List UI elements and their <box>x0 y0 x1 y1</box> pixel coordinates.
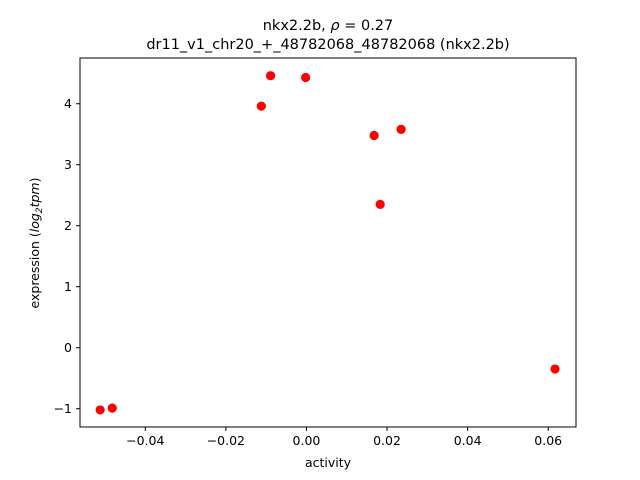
chart-title-line1: nkx2.2b, ρ = 0.27 <box>263 18 394 34</box>
x-tick-label: 0.06 <box>534 433 562 448</box>
y-tick-label: 1 <box>64 279 72 294</box>
y-tick-label: 0 <box>64 340 72 355</box>
x-tick-label: 0.00 <box>293 433 321 448</box>
x-axis-label: activity <box>305 455 352 470</box>
data-point <box>369 130 379 141</box>
x-axis-ticks: −0.04 −0.02 0.00 0.02 0.04 0.06 <box>126 427 562 448</box>
chart-title-line2: dr11_v1_chr20_+_48782068_48782068 (nkx2.… <box>146 37 509 53</box>
data-point <box>396 124 406 134</box>
y-axis-label: expression (log2tpm) <box>27 178 45 309</box>
data-point <box>265 71 276 81</box>
y-tick-label: 2 <box>64 218 72 233</box>
plot-area-frame <box>79 57 577 428</box>
data-point <box>301 72 311 83</box>
data-point <box>256 101 266 111</box>
data-point <box>375 199 385 209</box>
y-tick-label: 3 <box>64 157 72 172</box>
y-axis-ticks: −1 0 1 2 3 4 <box>54 96 80 416</box>
y-tick-label: −1 <box>54 401 72 416</box>
data-point <box>95 405 105 415</box>
x-tick-label: 0.02 <box>373 433 401 448</box>
data-point <box>550 364 560 374</box>
y-tick-label: 4 <box>64 96 72 111</box>
x-tick-label: −0.04 <box>126 433 164 448</box>
x-tick-label: −0.02 <box>207 433 245 448</box>
x-tick-label: 0.04 <box>454 433 482 448</box>
scatter-points <box>95 71 560 415</box>
chart-title: nkx2.2b, ρ = 0.27 dr11_v1_chr20_+_487820… <box>146 18 509 53</box>
data-point <box>107 403 117 413</box>
